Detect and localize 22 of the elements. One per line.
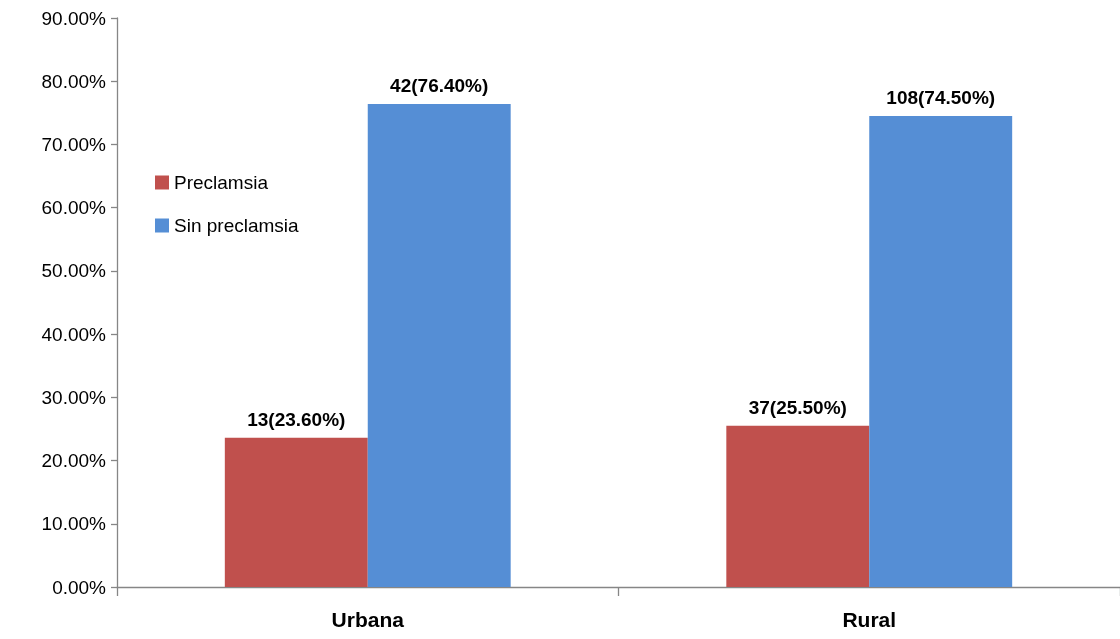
x-tick-label: Urbana	[331, 608, 405, 631]
y-tick-label: 70.00%	[41, 133, 107, 155]
bar	[869, 115, 1013, 587]
x-tick-label: Rural	[842, 608, 897, 631]
data-label: 42(76.40%)	[390, 74, 489, 96]
legend-label: Preclamsia	[174, 172, 269, 193]
y-tick-label: 20.00%	[41, 450, 107, 472]
y-tick-label: 90.00%	[41, 7, 107, 29]
y-tick-label: 10.00%	[41, 513, 107, 535]
y-tick-label: 40.00%	[41, 323, 107, 345]
legend-label: Sin preclamsia	[174, 215, 300, 236]
data-label: 13(23.60%)	[247, 408, 346, 430]
bar	[224, 437, 368, 587]
bar	[726, 425, 870, 587]
y-tick-label: 80.00%	[41, 70, 107, 92]
data-label: 37(25.50%)	[748, 396, 847, 418]
y-tick-label: 60.00%	[41, 197, 107, 219]
y-tick-label: 30.00%	[41, 386, 107, 408]
y-tick-label: 50.00%	[41, 260, 107, 282]
data-label: 108(74.50%)	[886, 86, 996, 108]
bar	[367, 103, 511, 587]
y-tick-label: 0.00%	[52, 576, 107, 598]
